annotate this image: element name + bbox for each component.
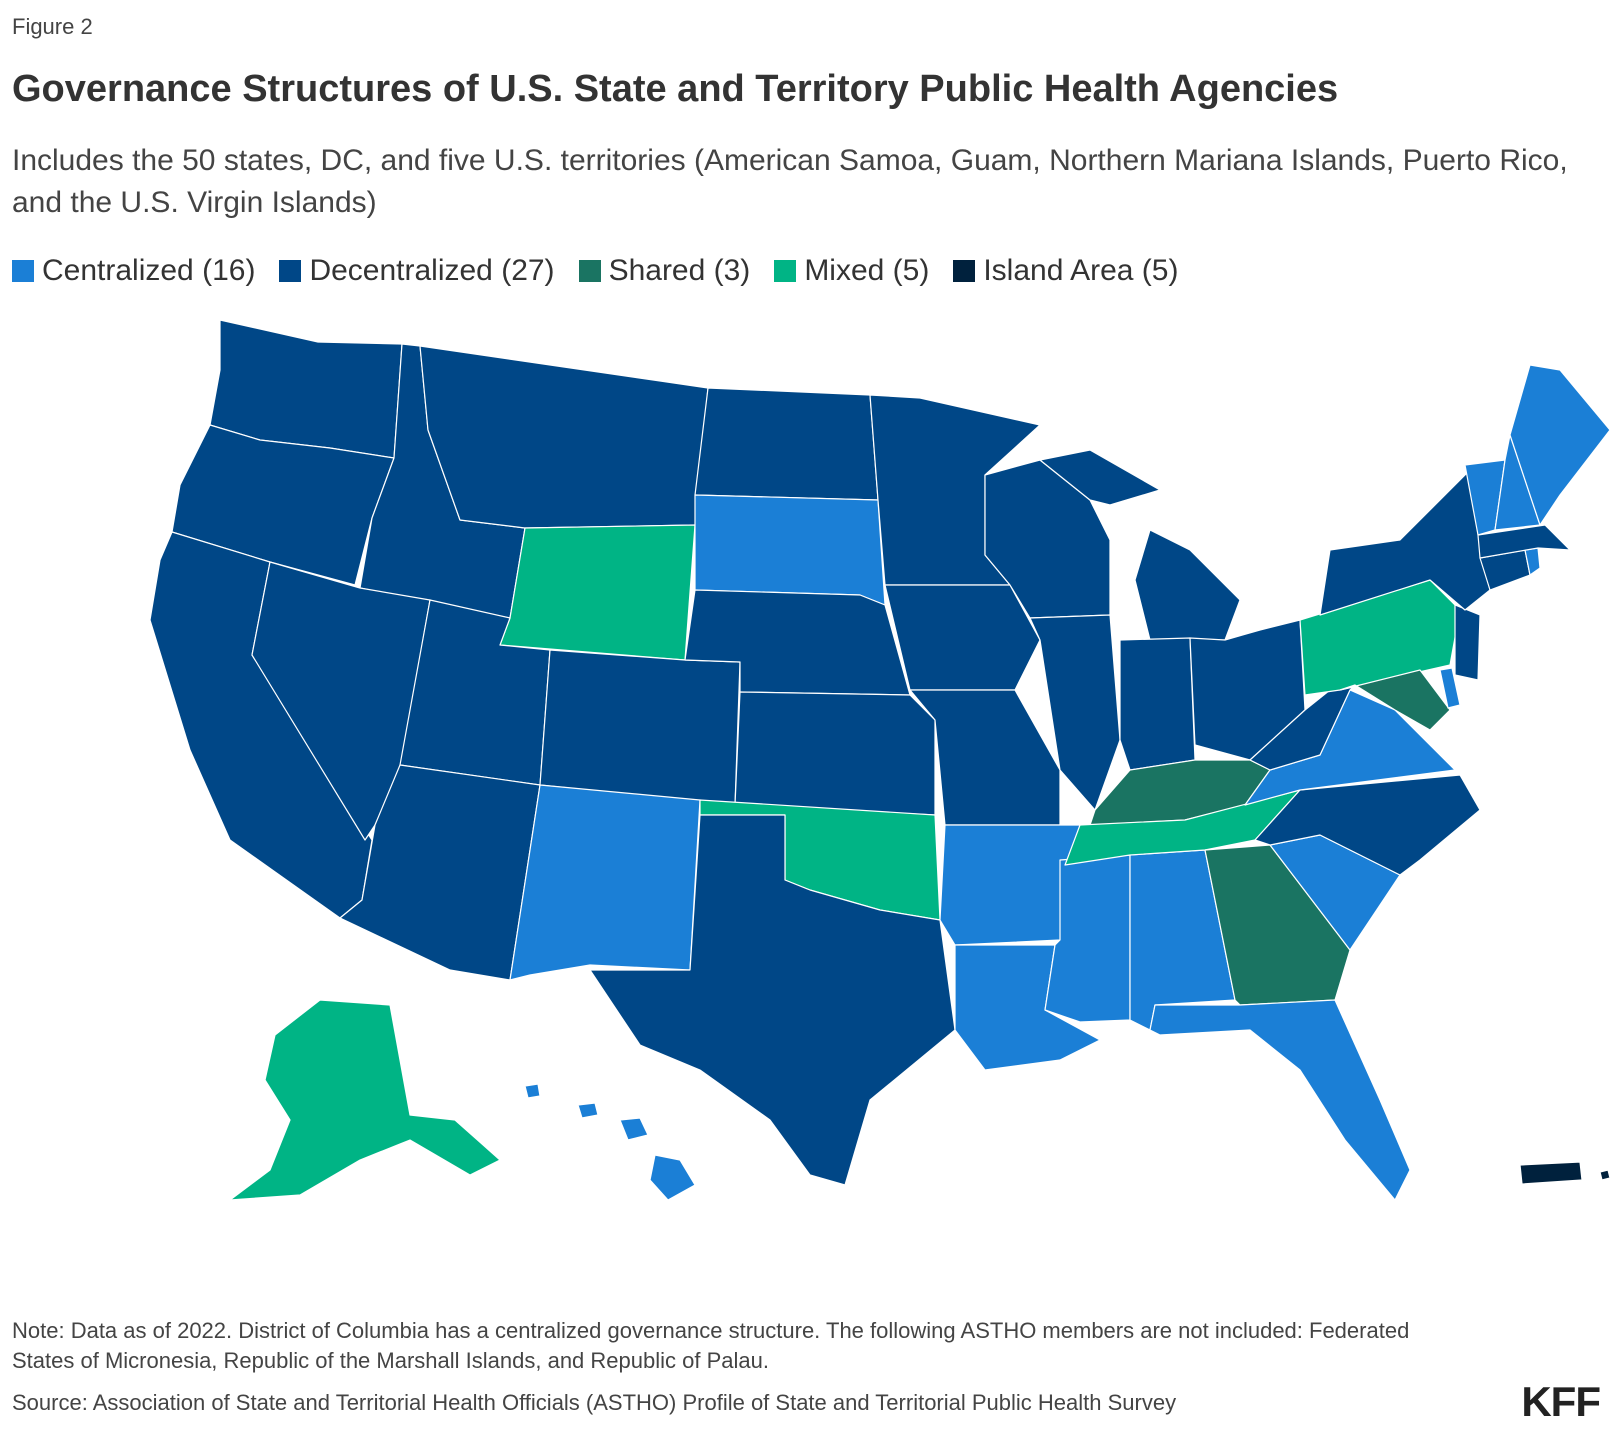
footnote: Note: Data as of 2022. District of Colum… <box>12 1318 1410 1373</box>
state-delaware[interactable] <box>1439 667 1461 709</box>
legend-swatch-centralized <box>12 260 34 282</box>
state-indiana[interactable] <box>1119 637 1196 771</box>
state-new-jersey[interactable] <box>1454 604 1481 681</box>
territory-virgin-islands[interactable] <box>1599 1169 1611 1181</box>
source-line: Source: Association of State and Territo… <box>12 1390 1177 1415</box>
legend-item-decentralized: Decentralized (27) <box>279 254 555 288</box>
legend-swatch-shared <box>578 260 601 282</box>
legend-item-island-area: Island Area (5) <box>953 254 1178 288</box>
territory-puerto-rico[interactable] <box>1519 1161 1583 1185</box>
state-north-carolina[interactable] <box>1254 774 1481 876</box>
kff-logo: KFF <box>1521 1378 1601 1425</box>
state-iowa[interactable] <box>884 584 1041 691</box>
state-michigan[interactable] <box>1134 529 1241 641</box>
chart-subtitle: Includes the 50 states, DC, and five U.S… <box>12 144 1568 219</box>
state-kansas[interactable] <box>734 691 936 816</box>
legend-swatch-island-area <box>953 260 976 282</box>
state-alaska[interactable] <box>229 999 501 1201</box>
state-maryland[interactable] <box>1339 669 1451 731</box>
legend-item-centralized: Centralized (16) <box>12 254 255 288</box>
state-tennessee[interactable] <box>1064 789 1301 866</box>
state-wyoming[interactable] <box>499 524 696 661</box>
state-hawaii-big-island[interactable] <box>649 1154 696 1201</box>
figure-label: Figure 2 <box>12 14 93 39</box>
state-hawaii-maui[interactable] <box>619 1117 649 1141</box>
state-hawaii-oahu[interactable] <box>577 1102 599 1119</box>
state-north-dakota[interactable] <box>694 387 879 501</box>
state-hawaii-kauai[interactable] <box>524 1083 541 1099</box>
chart-title: Governance Structures of U.S. State and … <box>12 68 1339 110</box>
legend-item-mixed: Mixed (5) <box>774 254 929 288</box>
legend: Centralized (16) Decentralized (27) Shar… <box>12 254 1202 288</box>
state-florida[interactable] <box>1149 999 1411 1201</box>
us-map <box>149 319 1611 1201</box>
state-arkansas[interactable] <box>939 824 1081 946</box>
legend-swatch-mixed <box>774 260 797 282</box>
legend-label-island-area: Island Area (5) <box>983 254 1179 287</box>
legend-label-shared: Shared (3) <box>608 254 751 287</box>
state-maine[interactable] <box>1509 364 1611 526</box>
state-new-mexico[interactable] <box>509 784 701 981</box>
state-colorado[interactable] <box>539 649 741 806</box>
state-massachusetts[interactable] <box>1477 524 1571 559</box>
state-montana[interactable] <box>419 345 709 529</box>
legend-label-decentralized: Decentralized (27) <box>309 254 555 287</box>
state-south-dakota[interactable] <box>694 494 886 606</box>
state-oregon[interactable] <box>171 424 395 586</box>
legend-item-shared: Shared (3) <box>578 254 751 288</box>
legend-label-mixed: Mixed (5) <box>804 254 930 287</box>
state-michigan-upper[interactable] <box>1039 449 1161 506</box>
state-texas[interactable] <box>589 814 956 1186</box>
legend-swatch-decentralized <box>279 260 302 282</box>
legend-label-centralized: Centralized (16) <box>42 254 256 287</box>
